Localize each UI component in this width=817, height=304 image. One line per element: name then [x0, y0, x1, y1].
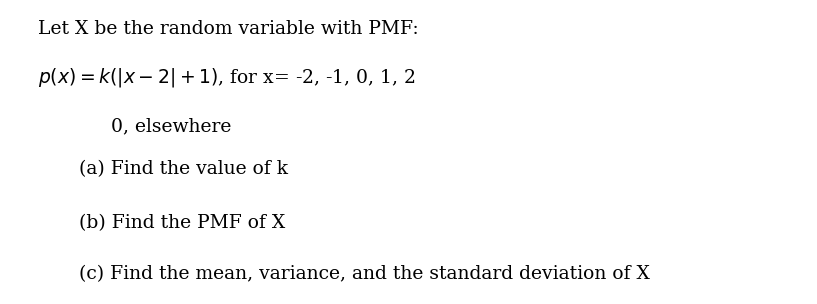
Text: (b) Find the PMF of X: (b) Find the PMF of X [78, 214, 285, 232]
Text: (c) Find the mean, variance, and the standard deviation of X: (c) Find the mean, variance, and the sta… [78, 265, 650, 283]
Text: $p(x) = k(|x - 2| + 1)$, for x= -2, -1, 0, 1, 2: $p(x) = k(|x - 2| + 1)$, for x= -2, -1, … [38, 66, 415, 89]
Text: Let X be the random variable with PMF:: Let X be the random variable with PMF: [38, 19, 418, 37]
Text: 0, elsewhere: 0, elsewhere [111, 117, 232, 136]
Text: (a) Find the value of k: (a) Find the value of k [78, 160, 288, 178]
